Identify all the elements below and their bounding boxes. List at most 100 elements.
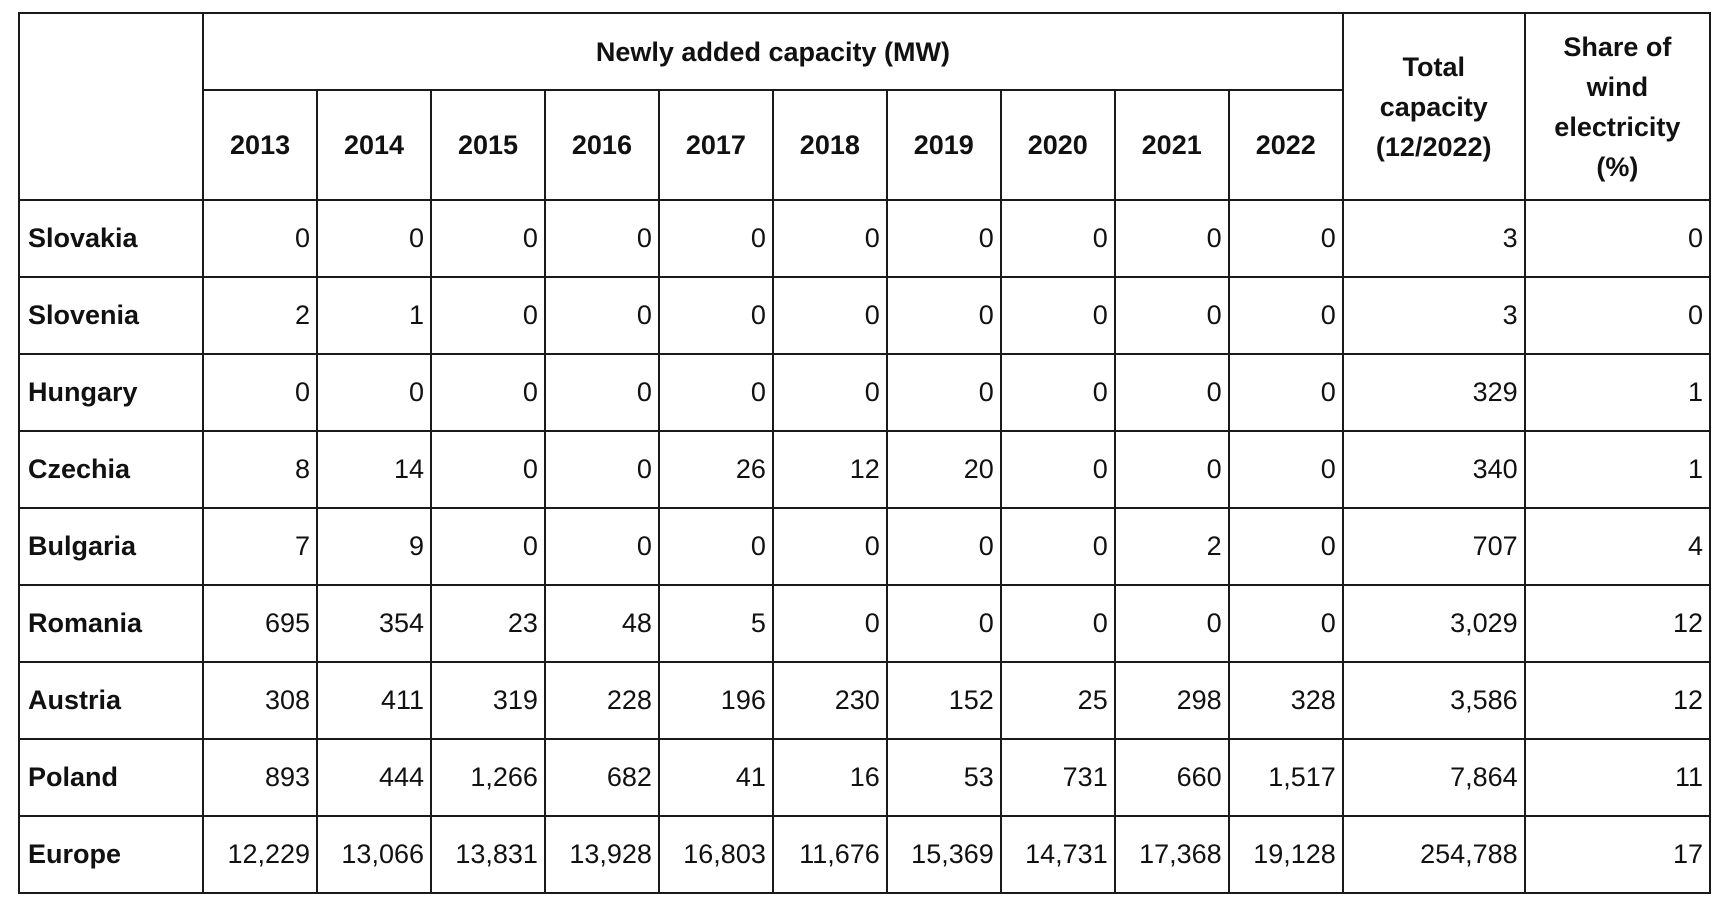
total-capacity-cell: 329: [1341, 353, 1526, 432]
added-capacity-cell: 0: [430, 507, 546, 586]
added-capacity-cell: 14,731: [999, 815, 1116, 894]
table-row: Europe 12,229 13,066 13,831 13,928 16,803 11,6…: [17, 815, 1712, 894]
added-capacity-cell: 0: [543, 507, 660, 586]
added-capacity-cell: 0: [1227, 353, 1344, 432]
wind-capacity-table: Newly added capacity (MW) Total capacity…: [17, 12, 1712, 894]
table-body: Slovakia 0 0 0 0 0 0 0 0 0 0 3 0 Slovenia 2 1 0 0 0 0 0 0 0 0 3 0…: [17, 199, 1712, 894]
header-group-row: Newly added capacity (MW) Total capacity…: [17, 12, 1712, 201]
total-header-line: capacity: [1379, 91, 1488, 122]
country-cell: Romania: [17, 584, 205, 663]
share-cell: 1: [1523, 353, 1712, 432]
country-cell: Slovenia: [17, 276, 205, 355]
added-capacity-cell: 308: [202, 661, 319, 740]
total-header-line: Total: [1402, 51, 1465, 82]
added-capacity-cell: 0: [543, 430, 660, 509]
added-capacity-cell: 25: [999, 661, 1116, 740]
share-cell: 4: [1523, 507, 1712, 586]
added-capacity-cell: 328: [1227, 661, 1344, 740]
added-capacity-cell: 20: [885, 430, 1002, 509]
added-capacity-cell: 0: [1113, 584, 1230, 663]
added-capacity-cell: 695: [202, 584, 319, 663]
added-capacity-cell: 0: [430, 276, 546, 355]
added-capacity-cell: 298: [1113, 661, 1230, 740]
share-cell: 12: [1523, 584, 1712, 663]
share-cell: 11: [1523, 738, 1712, 817]
total-capacity-cell: 340: [1341, 430, 1526, 509]
added-capacity-cell: 17,368: [1113, 815, 1230, 894]
added-capacity-cell: 16,803: [657, 815, 774, 894]
country-cell: Hungary: [17, 353, 205, 432]
added-capacity-cell: 0: [771, 276, 888, 355]
table-row: Slovakia 0 0 0 0 0 0 0 0 0 0 3 0: [17, 199, 1712, 278]
added-capacity-cell: 12: [771, 430, 888, 509]
added-capacity-cell: 48: [543, 584, 660, 663]
added-capacity-cell: 444: [316, 738, 432, 817]
total-capacity-cell: 254,788: [1341, 815, 1526, 894]
table-row: Austria 308 411 319 228 196 230 152 25 298 328 3,58…: [17, 661, 1712, 740]
country-cell: Slovakia: [17, 199, 205, 278]
added-capacity-cell: 2: [1113, 507, 1230, 586]
year-header-2022: 2022: [1227, 89, 1344, 201]
added-capacity-cell: 0: [657, 353, 774, 432]
added-capacity-cell: 0: [999, 507, 1116, 586]
table-row: Poland 893 444 1,266 682 41 16 53 731 660 1,517 7,8…: [17, 738, 1712, 817]
added-capacity-cell: 0: [1227, 584, 1344, 663]
added-capacity-cell: 13,066: [316, 815, 432, 894]
year-header-2016: 2016: [543, 89, 660, 201]
added-capacity-cell: 7: [202, 507, 319, 586]
added-capacity-cell: 0: [316, 353, 432, 432]
added-capacity-cell: 0: [1227, 507, 1344, 586]
added-capacity-cell: 13,831: [430, 815, 546, 894]
added-capacity-cell: 0: [543, 276, 660, 355]
added-capacity-cell: 0: [1113, 276, 1230, 355]
added-capacity-cell: 0: [1227, 430, 1344, 509]
year-header-2019: 2019: [885, 89, 1002, 201]
table-row: Slovenia 2 1 0 0 0 0 0 0 0 0 3 0: [17, 276, 1712, 355]
added-capacity-cell: 411: [316, 661, 432, 740]
added-capacity-cell: 0: [543, 199, 660, 278]
share-wind-header: Share of wind electricity (%): [1523, 12, 1712, 201]
share-cell: 12: [1523, 661, 1712, 740]
header-year-row: 2013 2014 2015 2016 2017 2018 2019 2020 2021 2022: [19, 89, 1710, 201]
added-capacity-cell: 0: [430, 430, 546, 509]
corner-cell: [17, 12, 205, 201]
added-capacity-cell: 5: [657, 584, 774, 663]
added-capacity-cell: 354: [316, 584, 432, 663]
share-cell: 0: [1523, 276, 1712, 355]
year-header-2014: 2014: [316, 89, 432, 201]
country-cell: Bulgaria: [17, 507, 205, 586]
added-capacity-cell: 0: [657, 507, 774, 586]
total-capacity-cell: 3,029: [1341, 584, 1526, 663]
added-capacity-cell: 0: [885, 584, 1002, 663]
added-capacity-cell: 16: [771, 738, 888, 817]
added-capacity-cell: 0: [885, 353, 1002, 432]
table-row: Hungary 0 0 0 0 0 0 0 0 0 0 329 1: [17, 353, 1712, 432]
added-capacity-cell: 196: [657, 661, 774, 740]
added-capacity-cell: 230: [771, 661, 888, 740]
total-capacity-cell: 7,864: [1341, 738, 1526, 817]
added-capacity-cell: 15,369: [885, 815, 1002, 894]
table-row: Czechia 8 14 0 0 26 12 20 0 0 0 340 1: [17, 430, 1712, 509]
total-capacity-cell: 3: [1341, 199, 1526, 278]
table-row: Romania 695 354 23 48 5 0 0 0 0 0 3,029 12: [17, 584, 1712, 663]
added-capacity-cell: 0: [885, 507, 1002, 586]
added-capacity-cell: 0: [202, 199, 319, 278]
added-capacity-cell: 0: [771, 199, 888, 278]
added-capacity-cell: 0: [543, 353, 660, 432]
added-capacity-cell: 893: [202, 738, 319, 817]
year-header-2013: 2013: [202, 89, 319, 201]
year-header-2015: 2015: [430, 89, 546, 201]
country-cell: Europe: [17, 815, 205, 894]
added-capacity-cell: 11,676: [771, 815, 888, 894]
added-capacity-cell: 0: [430, 199, 546, 278]
added-capacity-cell: 53: [885, 738, 1002, 817]
added-capacity-cell: 0: [771, 353, 888, 432]
added-capacity-cell: 0: [999, 353, 1116, 432]
year-header-2017: 2017: [657, 89, 774, 201]
added-capacity-cell: 0: [430, 353, 546, 432]
added-capacity-cell: 0: [999, 199, 1116, 278]
added-capacity-cell: 0: [1113, 353, 1230, 432]
added-capacity-cell: 2: [202, 276, 319, 355]
added-capacity-cell: 0: [1113, 430, 1230, 509]
share-cell: 0: [1523, 199, 1712, 278]
